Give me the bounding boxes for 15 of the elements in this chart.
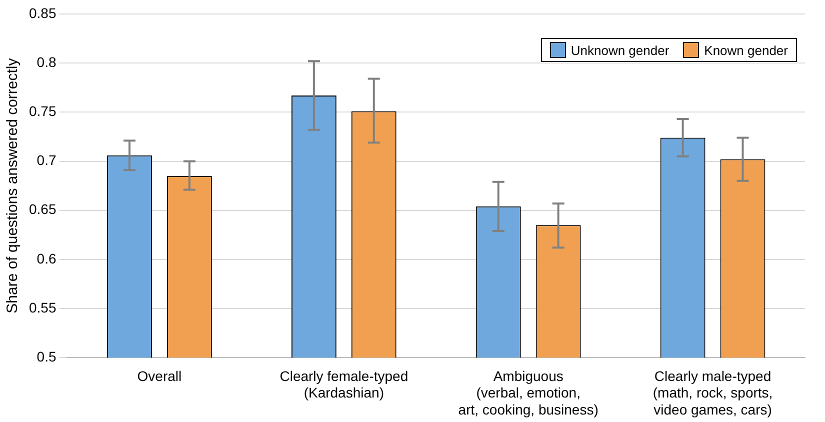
legend-label: Unknown gender [570, 42, 670, 58]
legend-label: Known gender [704, 42, 788, 58]
y-tick-label: 0.75 [29, 103, 56, 120]
y-tick-label: 0.7 [36, 152, 56, 168]
x-tick-label: Clearly male-typed (math, rock, sports, video games, cars) [652, 368, 773, 418]
y-tick-label: 0.65 [29, 201, 56, 218]
x-tick-label: Clearly female-typed (Kardashian) [280, 368, 408, 401]
y-tick-label: 0.5 [36, 348, 56, 364]
y-tick-label: 0.55 [29, 299, 56, 316]
y-axis-title: Share of questions answered correctly [4, 58, 22, 314]
x-tick-label: Overall [137, 368, 182, 384]
y-tick-label: 0.85 [29, 4, 56, 21]
y-tick-label: 0.8 [36, 54, 56, 70]
y-tick-label: 0.6 [36, 250, 56, 266]
x-tick-label: Ambiguous (verbal, emotion, art, cooking, business) [458, 368, 598, 418]
